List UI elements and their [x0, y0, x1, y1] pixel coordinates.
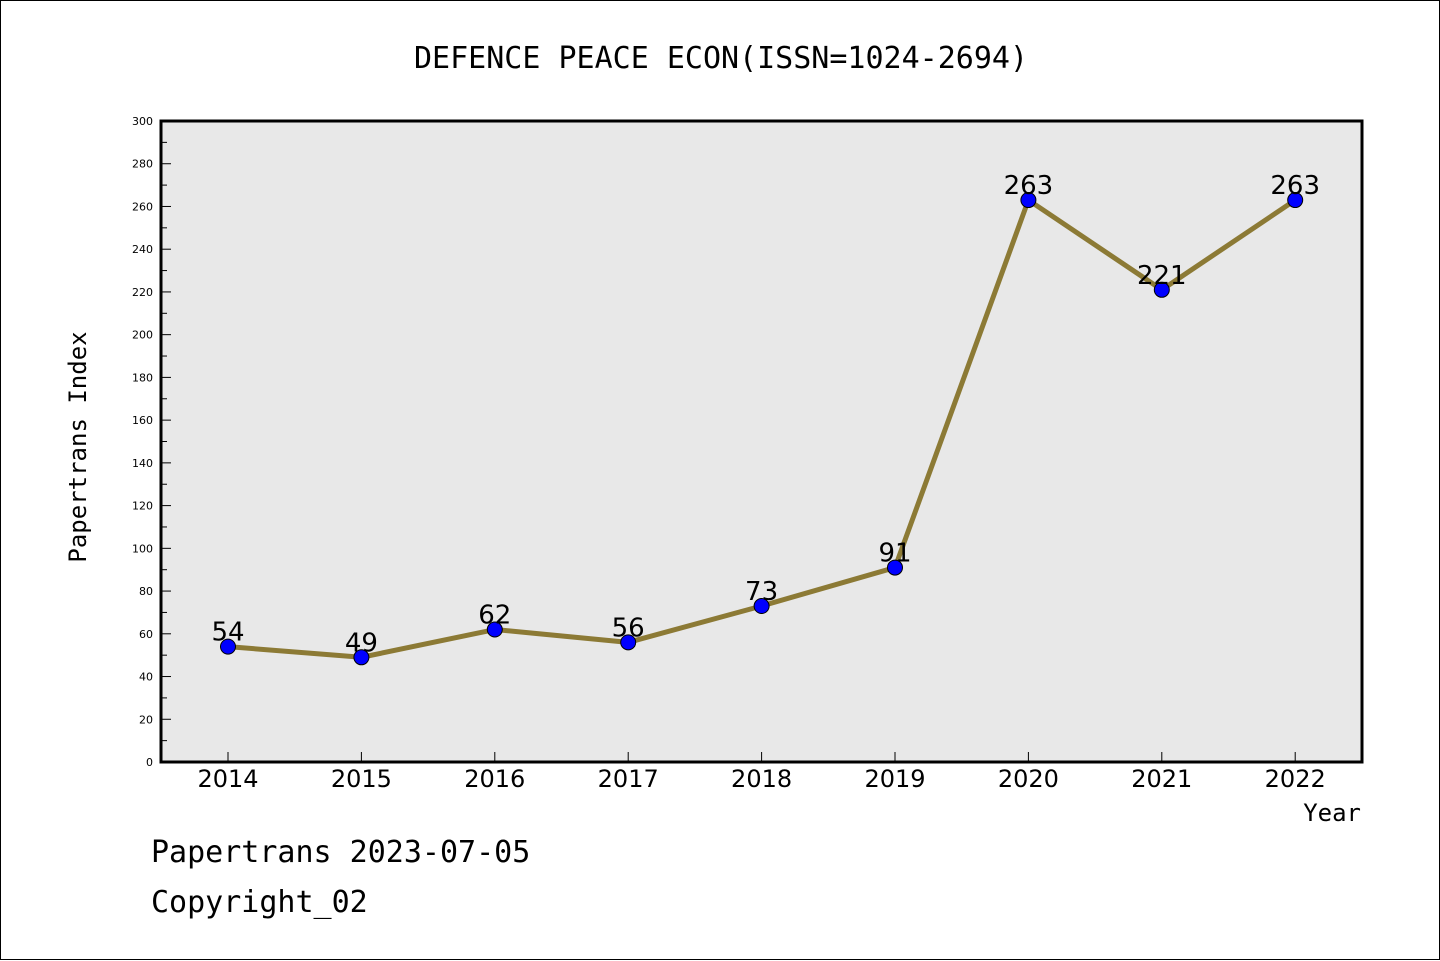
data-point [620, 634, 637, 651]
data-point [753, 598, 770, 615]
x-tick-label: 2018 [731, 765, 792, 793]
y-tick-label: 120 [132, 500, 153, 513]
data-label: 73 [745, 577, 778, 607]
y-tick-label: 300 [132, 115, 153, 128]
y-axis: 0 20 40 60 80 100 120 140 160 180 200 220 240 260 280 3… [132, 115, 171, 769]
y-tick-label: 180 [132, 371, 153, 384]
data-point [486, 621, 503, 638]
footer-date: Papertrans 2023-07-05 [151, 835, 531, 870]
y-tick-label: 260 [132, 200, 153, 213]
data-point [1153, 281, 1170, 298]
data-label: 263 [1270, 171, 1320, 201]
data-point [220, 638, 236, 655]
data-point [887, 559, 903, 576]
data-points [220, 192, 1304, 666]
data-point [353, 649, 370, 666]
y-tick-label: 80 [139, 585, 153, 598]
data-label: 62 [478, 601, 511, 631]
x-tick-label: 2014 [197, 765, 258, 793]
y-tick-label: 220 [132, 286, 153, 299]
plot-area [159, 119, 1364, 764]
y-tick-label: 160 [132, 414, 153, 427]
x-tick-label: 2016 [464, 765, 525, 793]
data-label: 56 [612, 613, 645, 643]
y-tick-label: 140 [132, 457, 153, 470]
y-tick-label: 40 [139, 671, 153, 684]
y-tick-label: 60 [139, 628, 153, 641]
x-axis-label: Year [1303, 799, 1361, 827]
y-tick-label: 20 [139, 713, 153, 726]
y-tick-label: 240 [132, 243, 153, 256]
y-tick-label: 200 [132, 329, 153, 342]
data-point [1020, 192, 1037, 209]
data-label: 263 [1004, 171, 1054, 201]
data-label: 91 [878, 539, 911, 569]
x-tick-label: 2017 [598, 765, 659, 793]
data-label: 221 [1137, 261, 1187, 291]
x-tick-label: 2021 [1131, 765, 1192, 793]
y-tick-label: 0 [146, 756, 153, 769]
footer-copyright: Copyright_02 [151, 885, 368, 920]
y-tick-label: 100 [132, 542, 153, 555]
x-tick-label: 2020 [998, 765, 1059, 793]
data-point [1287, 192, 1304, 209]
x-tick-label: 2019 [864, 765, 925, 793]
data-labels: 54 49 62 56 73 91 263 221 263 [211, 171, 1320, 658]
x-tick-label: 2022 [1265, 765, 1326, 793]
x-axis: 2014 2015 2016 2017 2018 2019 2020 2021 2022 [197, 752, 1326, 793]
data-label: 54 [211, 618, 244, 648]
y-tick-label: 280 [132, 158, 153, 171]
chart-title: DEFENCE PEACE ECON(ISSN=1024-2694) [414, 41, 1028, 76]
x-tick-label: 2015 [331, 765, 392, 793]
data-label: 49 [345, 628, 378, 658]
y-axis-label: Papertrans Index [64, 331, 92, 562]
